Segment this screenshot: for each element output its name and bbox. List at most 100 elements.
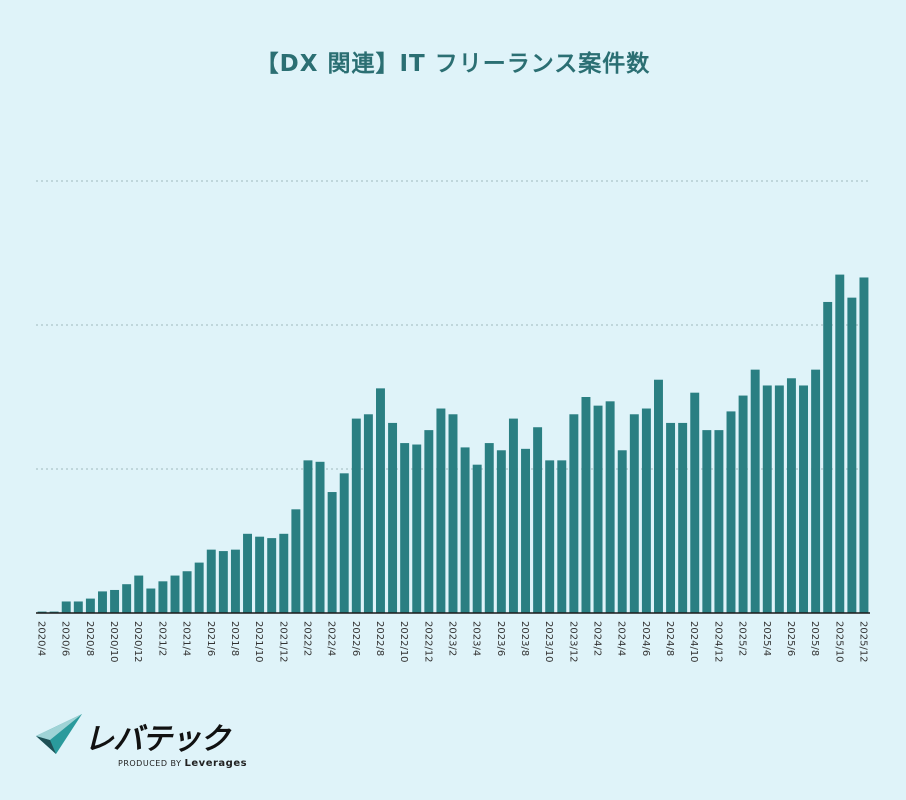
bar-2020/9 bbox=[98, 591, 107, 613]
bar-2023/3 bbox=[460, 447, 470, 613]
x-tick-label: 2025/4 bbox=[761, 621, 772, 656]
x-tick-label: 2022/10 bbox=[398, 621, 409, 663]
bar-2025/7 bbox=[799, 385, 808, 613]
bar-2020/12 bbox=[134, 575, 144, 613]
bar-2024/11 bbox=[702, 430, 712, 613]
bar-2023/7 bbox=[508, 418, 518, 613]
x-tick-label: 2025/2 bbox=[737, 621, 748, 656]
bar-2022/1 bbox=[291, 509, 301, 613]
bar-2023/8 bbox=[521, 448, 530, 613]
bar-2020/7 bbox=[73, 601, 83, 613]
x-tick-label: 2022/4 bbox=[326, 621, 337, 656]
bar-2025/4 bbox=[762, 385, 772, 613]
bar-2024/10 bbox=[690, 392, 700, 613]
x-tick-label: 2025/10 bbox=[833, 621, 844, 663]
chart-title: 【DX 関連】IT フリーランス案件数 bbox=[255, 51, 651, 77]
bar-2021/7 bbox=[218, 551, 228, 613]
x-tick-label: 2021/2 bbox=[156, 621, 167, 656]
x-tick-label: 2020/12 bbox=[132, 621, 143, 663]
bar-2025/9 bbox=[823, 301, 833, 613]
x-tick-label: 2025/8 bbox=[809, 621, 820, 656]
bar-2022/10 bbox=[400, 443, 410, 613]
bar-2021/11 bbox=[267, 538, 277, 613]
bar-2021/2 bbox=[158, 581, 168, 613]
bar-2022/12 bbox=[424, 430, 434, 613]
x-tick-label: 2024/4 bbox=[616, 621, 627, 656]
bar-2024/4 bbox=[617, 450, 627, 613]
bar-2024/5 bbox=[629, 414, 639, 613]
bar-2022/4 bbox=[327, 492, 337, 613]
x-tick-label: 2024/8 bbox=[664, 621, 675, 656]
x-tick-label: 2021/4 bbox=[181, 621, 192, 656]
levtech-logo: レバテック PRODUCED BY Leverages bbox=[34, 712, 254, 772]
bar-2021/5 bbox=[194, 562, 204, 613]
bar-2024/3 bbox=[605, 401, 615, 613]
bar-2022/9 bbox=[388, 422, 398, 613]
x-tick-label: 2024/2 bbox=[592, 621, 603, 656]
bar-2024/1 bbox=[581, 397, 591, 613]
x-tick-label: 2020/6 bbox=[60, 621, 71, 656]
bar-2023/4 bbox=[472, 464, 482, 613]
produced-by-text: PRODUCED BY bbox=[118, 759, 182, 768]
x-tick-label: 2020/8 bbox=[84, 621, 95, 656]
bar-2021/9 bbox=[243, 533, 252, 613]
bar-2021/3 bbox=[170, 575, 180, 613]
bar-2025/11 bbox=[847, 297, 857, 613]
x-tick-label: 2024/10 bbox=[688, 621, 699, 663]
bar-2021/4 bbox=[182, 571, 192, 613]
logo-produced-by: PRODUCED BY Leverages bbox=[118, 758, 247, 769]
logo-brand-text: レバテック bbox=[84, 722, 230, 757]
x-tick-label: 2025/6 bbox=[785, 621, 796, 656]
x-tick-label: 2023/6 bbox=[495, 621, 506, 656]
bar-2021/6 bbox=[206, 549, 216, 613]
bar-2025/8 bbox=[811, 369, 821, 613]
bar-2021/1 bbox=[146, 588, 156, 613]
bar-2021/8 bbox=[230, 549, 240, 613]
x-tick-label: 2022/6 bbox=[350, 621, 361, 656]
bar-2023/5 bbox=[484, 443, 494, 613]
bar-2020/8 bbox=[85, 598, 95, 613]
bar-2025/1 bbox=[726, 411, 736, 613]
x-tick-label: 2025/12 bbox=[857, 621, 868, 663]
bar-2022/8 bbox=[376, 388, 385, 613]
bar-2023/10 bbox=[545, 460, 555, 613]
bar-2022/2 bbox=[303, 460, 313, 613]
bar-2023/6 bbox=[496, 450, 506, 613]
bar-2022/6 bbox=[351, 418, 361, 613]
bar-2025/12 bbox=[859, 277, 869, 613]
bar-2021/12 bbox=[279, 533, 289, 613]
bar-2023/9 bbox=[533, 427, 543, 613]
x-tick-label: 2024/6 bbox=[640, 621, 651, 656]
bar-2025/10 bbox=[835, 274, 845, 613]
x-tick-label: 2021/10 bbox=[253, 621, 264, 663]
bar-2021/10 bbox=[255, 536, 265, 613]
bar-2024/8 bbox=[666, 422, 676, 613]
x-tick-label: 2024/12 bbox=[712, 621, 723, 663]
x-tick-label: 2021/8 bbox=[229, 621, 240, 656]
bar-2025/2 bbox=[738, 395, 748, 613]
bar-2020/6 bbox=[61, 601, 71, 613]
bar-2022/11 bbox=[412, 444, 422, 613]
bar-2022/3 bbox=[315, 461, 325, 613]
x-tick-label: 2022/12 bbox=[422, 621, 433, 663]
x-tick-label: 2020/4 bbox=[36, 621, 47, 656]
bar-2025/5 bbox=[774, 385, 784, 613]
x-tick-label: 2021/6 bbox=[205, 621, 216, 656]
bar-2025/3 bbox=[750, 369, 760, 613]
x-tick-label: 2022/8 bbox=[374, 621, 385, 656]
x-tick-label: 2023/2 bbox=[447, 621, 458, 656]
bar-2020/10 bbox=[110, 589, 120, 613]
logo-mark-icon bbox=[36, 714, 82, 754]
bar-2022/5 bbox=[339, 473, 349, 613]
x-tick-label: 2020/10 bbox=[108, 621, 119, 663]
x-tick-label: 2023/4 bbox=[471, 621, 482, 656]
bar-2024/2 bbox=[593, 405, 603, 613]
bar-2025/6 bbox=[786, 378, 796, 613]
bar-2024/7 bbox=[654, 379, 663, 613]
company-name: Leverages bbox=[184, 758, 248, 769]
bar-2020/11 bbox=[122, 584, 132, 613]
bar-2023/11 bbox=[557, 460, 567, 613]
bar-2024/9 bbox=[678, 422, 688, 613]
